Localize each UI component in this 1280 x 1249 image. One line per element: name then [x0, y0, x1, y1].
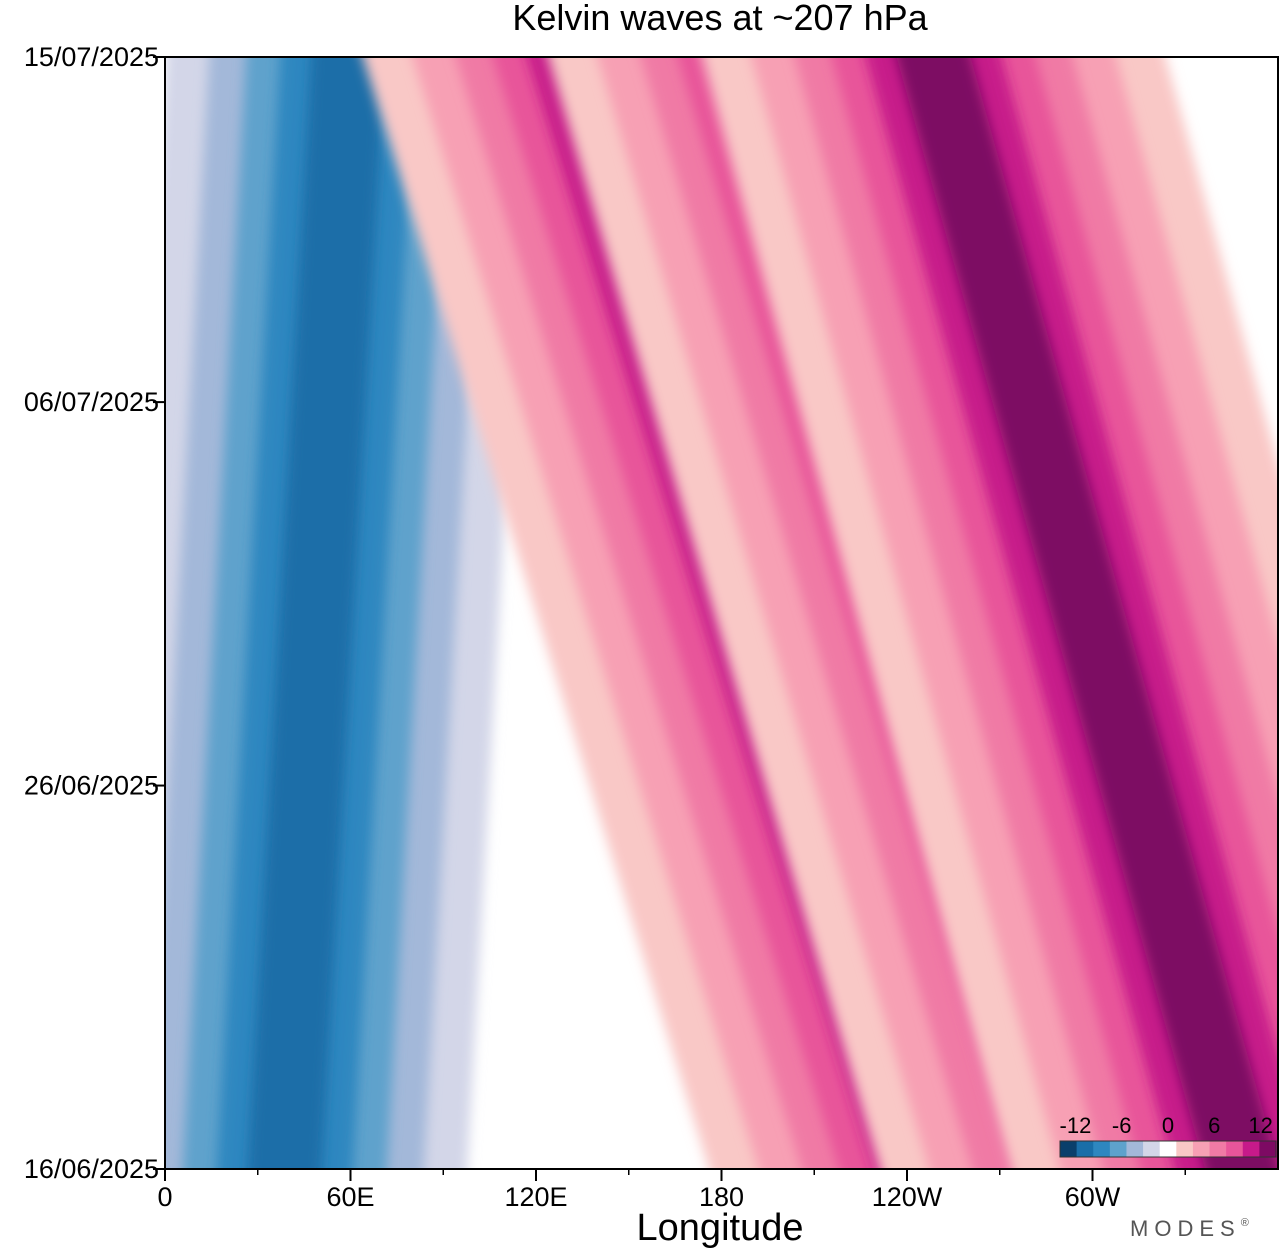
trademark-symbol: ®: [1241, 1217, 1255, 1229]
anomaly-fill-layer: [165, 57, 1278, 1169]
colorbar-swatch: [1060, 1141, 1078, 1157]
x-axis-label: Longitude: [637, 1207, 804, 1249]
colorbar-swatch: [1143, 1141, 1161, 1157]
colorbar-swatch: [1226, 1141, 1244, 1157]
colorbar-swatch: [1259, 1141, 1277, 1157]
chart-title: Kelvin waves at ~207 hPa: [512, 0, 928, 38]
colorbar-swatch: [1192, 1141, 1211, 1157]
modes-logo: MODES®: [1130, 1216, 1255, 1241]
x-tick-label: 180: [699, 1182, 744, 1212]
modes-logo-text: MODES: [1130, 1216, 1241, 1241]
x-tick-label: 60E: [326, 1182, 374, 1212]
colorbar-swatch: [1176, 1141, 1194, 1157]
y-tick-label: 15/07/2025: [24, 42, 159, 72]
y-tick-label: 26/06/2025: [24, 771, 159, 801]
colorbar-swatch: [1209, 1141, 1227, 1157]
colorbar-swatch: [1159, 1141, 1177, 1157]
band-0-0-level-5: [247, 57, 386, 1169]
x-tick-label: 60W: [1065, 1182, 1121, 1212]
y-axis: 16/06/2025 26/06/2025 06/07/2025 15/07/2025: [24, 42, 165, 1184]
contour-field: [165, 57, 1278, 1169]
y-tick-label: 06/07/2025: [24, 387, 159, 417]
x-axis: 0 60E 120E 180 120W 60W: [157, 1169, 1186, 1212]
colorbar: -12 -6 0 6 12: [1059, 1113, 1277, 1158]
band-1-2-level-5: [896, 57, 1278, 1169]
colorbar-swatch: [1242, 1141, 1260, 1157]
colorbar-label: 12: [1248, 1113, 1272, 1138]
y-tick-label: 16/06/2025: [24, 1154, 159, 1184]
colorbar-label: -6: [1112, 1113, 1132, 1138]
colorbar-swatch: [1093, 1141, 1111, 1157]
colorbar-label: -12: [1060, 1113, 1092, 1138]
colorbar-swatch: [1076, 1141, 1094, 1157]
colorbar-frame: [1059, 1140, 1277, 1158]
x-tick-label: 0: [157, 1182, 172, 1212]
colorbar-label: 6: [1208, 1113, 1220, 1138]
colorbar-swatch: [1126, 1141, 1144, 1157]
x-tick-label: 120W: [872, 1182, 943, 1212]
colorbar-swatch: [1109, 1141, 1127, 1157]
colorbar-label: 0: [1162, 1113, 1174, 1138]
x-tick-label: 120E: [504, 1182, 567, 1212]
